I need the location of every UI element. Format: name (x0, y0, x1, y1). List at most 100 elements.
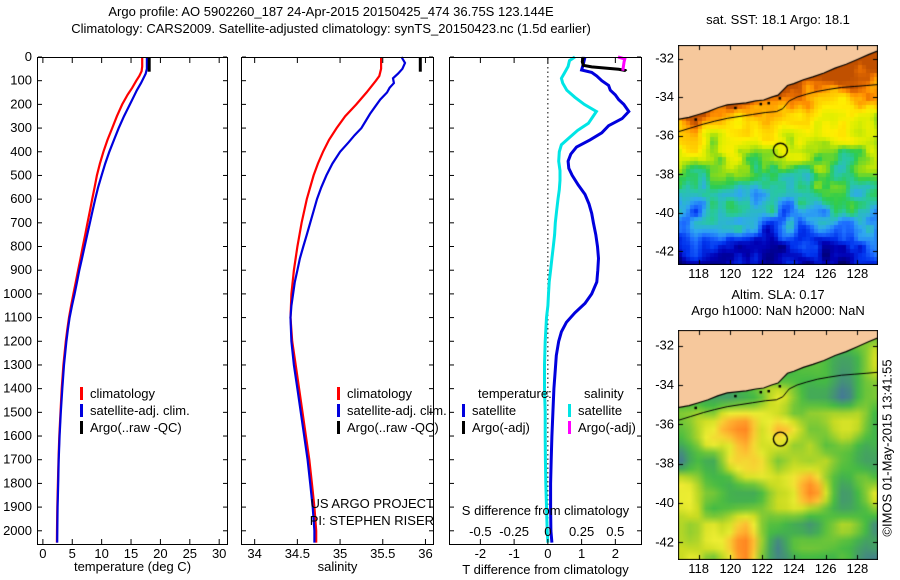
temperature_profile-curve-satellite-adj-clim- (56, 57, 148, 543)
lon-tick-label: 126 (815, 266, 837, 281)
legend-item-climatology: climatology (337, 385, 447, 402)
satellite-adj-line-swatch (80, 404, 83, 417)
s-tick-label: -0.5 (469, 524, 491, 539)
depth-tick-label: 300 (10, 120, 32, 135)
sst-map-canvas (678, 45, 878, 265)
lat-tick-label: -42 (655, 243, 674, 258)
lat-tick-label: -40 (655, 205, 674, 220)
difference_profile-frame (449, 57, 642, 545)
legend-label: satellite (578, 403, 623, 418)
s-difference-axis-label: S difference from climatology (461, 503, 630, 518)
lon-tick-label: 128 (847, 561, 869, 576)
temperature_profile-x-ticks: 0 5 10 15 20 25 30 (39, 58, 226, 561)
depth-tick-label: 200 (10, 96, 32, 111)
legend-label: satellite-adj. clim. (347, 403, 447, 418)
depth-tick-label: 400 (10, 144, 32, 159)
legend-label: climatology (347, 386, 413, 401)
lon-tick-label: 124 (783, 266, 805, 281)
depth-tick-label: 1500 (3, 404, 32, 419)
x-tick-label: 1 (578, 546, 585, 561)
argo-raw-line-swatch (337, 421, 340, 434)
temperature_profile-panel: 0 5 10 15 20 25 30 0 100 200 300 400 500 600 700 800 900… (3, 49, 228, 561)
depth-tick-label: 100 (10, 73, 32, 88)
depth-tick-label: 700 (10, 215, 32, 230)
depth-tick-label: 500 (10, 167, 32, 182)
x-tick-label: -2 (475, 546, 487, 561)
legend-item-s-satellite: satellite (568, 402, 636, 419)
legend-label: satellite-adj. clim. (90, 403, 190, 418)
depth-tick-label: 1400 (3, 381, 32, 396)
depth-tick-label: 1900 (3, 499, 32, 514)
s-argo-line-swatch (568, 421, 571, 434)
argo-raw-line-swatch (80, 421, 83, 434)
s-tick-label: 0 (544, 524, 551, 539)
s-satellite-line-swatch (568, 404, 571, 417)
depth-tick-label: 1100 (4, 310, 32, 325)
difference_profile-curve-t-satellite (549, 56, 631, 543)
s-tick-label: 0.25 (569, 524, 594, 539)
salinity_profile-panel: 34 34.5 35 35.5 36 (241, 56, 434, 561)
lat-tick-label: -38 (655, 456, 674, 471)
temperature_profile-frame (37, 57, 228, 545)
lat-tick-label: -32 (655, 51, 674, 66)
sla-map-canvas (678, 330, 878, 560)
s-tick-label: -0.25 (499, 524, 529, 539)
project-annotation-line2: PI: STEPHEN RISER (309, 513, 434, 528)
lat-tick-label: -34 (655, 89, 674, 104)
lat-tick-label: -42 (655, 534, 674, 549)
figure-title-line2: Climatology: CARS2009. Satellite-adjuste… (71, 21, 591, 36)
depth-tick-label: 2000 (3, 523, 32, 538)
depth-tick-label: 600 (10, 191, 32, 206)
legend-label: climatology (90, 386, 156, 401)
legend-item-s-argo: Argo(-adj) (568, 419, 636, 436)
depth-tick-label: 0 (25, 49, 32, 64)
legend-item-climatology: climatology (80, 385, 190, 402)
legend-label: Argo(-adj) (578, 420, 636, 435)
depth-tick-label: 1300 (3, 357, 32, 372)
difference_profile-x-ticks: -2 -1 0 1 2 (475, 58, 619, 561)
figure-title-line1: Argo profile: AO 5902260_187 24-Apr-2015… (108, 4, 554, 19)
legend-label: satellite (472, 403, 517, 418)
legend-item-t-satellite: satellite (462, 402, 552, 419)
legend-header-temperature: temperature: (478, 386, 552, 401)
t-satellite-line-swatch (462, 404, 465, 417)
lon-tick-label: 120 (720, 561, 742, 576)
lat-tick-label: -36 (655, 128, 674, 143)
difference_profile-curve-s-satellite (543, 55, 599, 543)
legend-label: Argo(..raw -QC) (347, 420, 439, 435)
sla-map-title-line1: Altim. SLA: 0.17 (731, 287, 825, 302)
legend-item-satellite-adj: satellite-adj. clim. (337, 402, 447, 419)
difference_profile-curve-t-argo-adj- (580, 56, 628, 73)
x-tick-label: 0 (544, 546, 551, 561)
legend-label: Argo(-adj) (472, 420, 530, 435)
lat-tick-label: -40 (655, 495, 674, 510)
lon-tick-label: 122 (751, 561, 773, 576)
legend-item-t-argo: Argo(-adj) (462, 419, 552, 436)
sla-map-title-line2: Argo h1000: NaN h2000: NaN (691, 303, 865, 318)
salinity_profile-frame (241, 57, 434, 545)
depth-tick-label: 800 (10, 239, 32, 254)
s-tick-label: 0.5 (606, 524, 624, 539)
lat-tick-label: -38 (655, 166, 674, 181)
x-tick-label: -1 (508, 546, 520, 561)
legend-header-salinity: salinity (584, 386, 624, 401)
lon-tick-label: 118 (688, 561, 709, 576)
temperature_profile-curve-climatology (55, 57, 144, 543)
difference_profile-depth-ticks (450, 56, 641, 532)
lon-tick-label: 126 (815, 561, 837, 576)
legend-item-satellite-adj: satellite-adj. clim. (80, 402, 190, 419)
temperature_profile-depth-ticks: 0 100 200 300 400 500 600 700 800 900 1000 1100 1200… (3, 49, 227, 538)
depth-tick-label: 1700 (3, 452, 32, 467)
x-tick-label: 2 (612, 546, 619, 561)
project-annotation: US ARGO PROJECT PI: STEPHEN RISER (250, 496, 434, 530)
salinity_profile-depth-ticks (242, 56, 433, 532)
satellite-adj-line-swatch (337, 404, 340, 417)
s-axis-tick-labels: -0.5 -0.25 0 0.25 0.5 (469, 524, 624, 539)
lon-tick-label: 124 (783, 561, 805, 576)
salinity-legend: climatology satellite-adj. clim. Argo(..… (337, 385, 447, 436)
temperature-legend: climatology satellite-adj. clim. Argo(..… (80, 385, 190, 436)
lat-tick-label: -34 (655, 377, 674, 392)
t-difference-axis-label: T difference from climatology (462, 562, 629, 577)
sst-map-title: sat. SST: 18.1 Argo: 18.1 (706, 12, 850, 27)
climatology-line-swatch (337, 387, 340, 400)
